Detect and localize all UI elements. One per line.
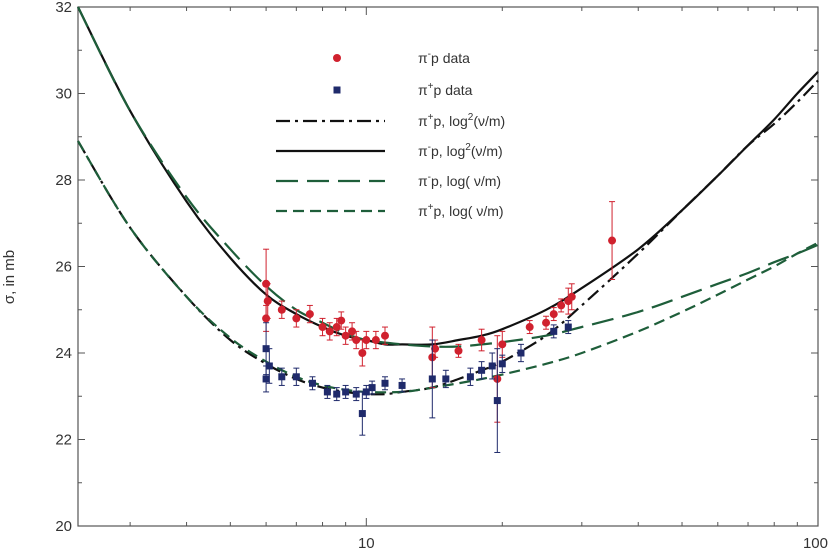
y-tick-label: 30 (55, 86, 72, 103)
x-tick-label: 10 (358, 535, 375, 552)
pi-plus-point (342, 388, 350, 396)
pi-minus-point (454, 346, 463, 355)
y-tick-label: 28 (55, 172, 72, 189)
pi-plus-point (498, 360, 506, 368)
pi-minus-point (337, 316, 346, 325)
pi-minus-point (341, 331, 350, 340)
pi-minus-point (477, 336, 486, 345)
pi-minus-point (325, 327, 334, 336)
x-tick-label: 100 (803, 535, 828, 552)
pi-minus-point (358, 349, 367, 357)
pi-minus-point (567, 292, 576, 301)
pi-plus-point (323, 388, 331, 396)
pi-plus-point (493, 397, 501, 405)
pi-plus-point (564, 323, 572, 331)
pi-plus-point (352, 390, 360, 398)
pi-plus-point (308, 379, 316, 387)
pi-minus-point (292, 314, 301, 323)
pi-minus-point (498, 340, 507, 349)
legend-label: π-p, log( ν/m) (418, 172, 501, 189)
legend-marker (333, 54, 341, 62)
pi-minus-point (362, 336, 371, 345)
pi-plus-point (292, 373, 300, 381)
pi-plus-point (466, 373, 474, 381)
y-tick-label: 24 (55, 345, 72, 362)
pi-plus-point (517, 349, 525, 357)
y-tick-label: 26 (55, 259, 72, 276)
legend-item-pim_log2: π-p, log2(ν/m) (276, 142, 503, 159)
pi-minus-point (371, 336, 380, 345)
legend-item-pim_log: π-p, log( ν/m) (276, 172, 501, 189)
pi-plus-point (333, 390, 341, 398)
fit-curves (77, 6, 819, 396)
curve-pi-minus-log (77, 6, 819, 348)
curve-pi-minus-log2 (77, 6, 819, 346)
pi-minus-point (525, 323, 534, 332)
pi-plus-point (428, 375, 436, 383)
y-axis-label: σ, in mb (1, 250, 18, 304)
legend-label: π-p data (418, 49, 470, 66)
pi-plus-point (362, 388, 370, 396)
pi-minus-point (352, 336, 361, 345)
pi-plus-point (265, 362, 273, 370)
legend: π-p data π+p data π+p, log2(ν/m) π-p, log2(… (276, 49, 505, 219)
curve-pi-plus-log2 (77, 79, 819, 396)
pi-plus-point (478, 366, 486, 374)
pi-plus-point (262, 345, 270, 353)
data-points (262, 201, 617, 453)
pi-minus-point (332, 323, 341, 332)
pi-minus-point (542, 318, 551, 327)
pi-minus-point (431, 344, 440, 353)
pi-plus-point (442, 375, 450, 383)
legend-label: π+p, log( ν/m) (418, 202, 504, 219)
legend-marker (333, 86, 341, 94)
y-tick-label: 20 (55, 518, 72, 535)
pi-plus-point (278, 373, 286, 381)
legend-item-pip_data: π+p data (333, 81, 473, 98)
pi-minus-point (318, 323, 327, 332)
legend-item-pim_data: π-p data (333, 49, 470, 66)
pi-plus-point (381, 379, 389, 387)
pi-minus-point (549, 310, 558, 319)
pi-minus-point (381, 331, 390, 340)
pi-minus-point (348, 327, 357, 336)
pi-plus-point (358, 410, 366, 418)
legend-label: π+p data (418, 81, 473, 98)
legend-item-pip_log: π+p, log( ν/m) (276, 202, 504, 219)
legend-item-pip_log2: π+p, log2(ν/m) (276, 112, 505, 129)
pi-plus-point (550, 327, 558, 335)
pi-plus-point (262, 375, 270, 383)
legend-label: π-p, log2(ν/m) (418, 142, 503, 159)
pi-minus-point (262, 314, 271, 323)
pi-minus-point (263, 297, 272, 306)
y-tick-label: 22 (55, 432, 72, 449)
pi-plus-point (398, 381, 406, 389)
curve-pi-plus-log (77, 140, 819, 394)
pi-minus-point (277, 305, 286, 314)
pi-minus-point (608, 236, 617, 245)
pi-plus-point (488, 362, 496, 370)
axes-layer: 20 22 24 26 28 30 32 10 100 (55, 0, 828, 552)
legend-label: π+p, log2(ν/m) (418, 112, 505, 129)
y-tick-label: 32 (55, 0, 72, 16)
pi-minus-point (305, 310, 314, 319)
pi-plus-point (368, 384, 376, 392)
pi-minus-point (557, 301, 566, 310)
